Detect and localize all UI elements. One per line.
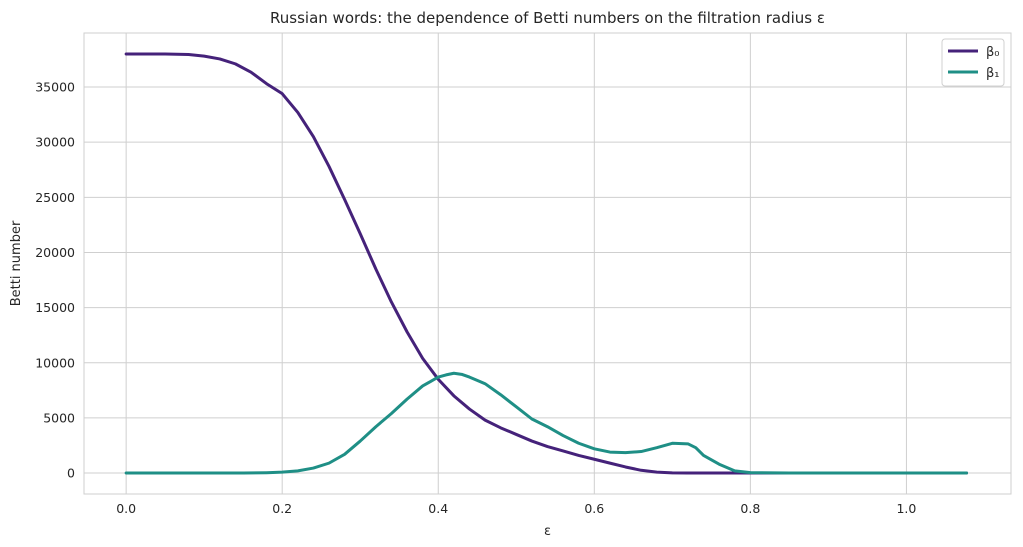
chart-title: Russian words: the dependence of Betti n…: [270, 9, 825, 27]
y-tick-label: 5000: [43, 410, 75, 425]
plot-frame: [83, 32, 1012, 495]
y-tick-label: 20000: [35, 245, 75, 260]
x-tick-label: 0.8: [740, 501, 760, 516]
y-tick-label: 25000: [35, 190, 75, 205]
series-line-beta0: [124, 52, 969, 475]
x-tick-label: 0.2: [272, 501, 292, 516]
x-tick-label: 0.6: [584, 501, 604, 516]
series-line-beta1: [124, 371, 969, 475]
y-tick-label: 0: [67, 466, 75, 481]
x-tick-label: 0.4: [428, 501, 448, 516]
x-axis-ticks: 0.0 0.2 0.4 0.6 0.8 1.0: [116, 501, 916, 516]
x-tick-label: 1.0: [896, 501, 916, 516]
y-tick-label: 30000: [35, 135, 75, 150]
legend-label-beta0: β₀: [986, 45, 1000, 60]
x-axis-label: ε: [544, 524, 551, 539]
x-tick-label: 0.0: [116, 501, 136, 516]
y-axis-ticks: 0 5000 10000 15000 20000 25000 30000 35000: [35, 80, 75, 481]
series-layer: [124, 52, 969, 475]
grid: [84, 33, 1011, 494]
legend-label-beta1: β₁: [986, 66, 1000, 81]
y-tick-label: 10000: [35, 355, 75, 370]
y-tick-label: 15000: [35, 300, 75, 315]
y-tick-label: 35000: [35, 80, 75, 95]
legend: β₀ β₁: [941, 38, 1005, 87]
y-axis-label: Betti number: [9, 220, 24, 306]
